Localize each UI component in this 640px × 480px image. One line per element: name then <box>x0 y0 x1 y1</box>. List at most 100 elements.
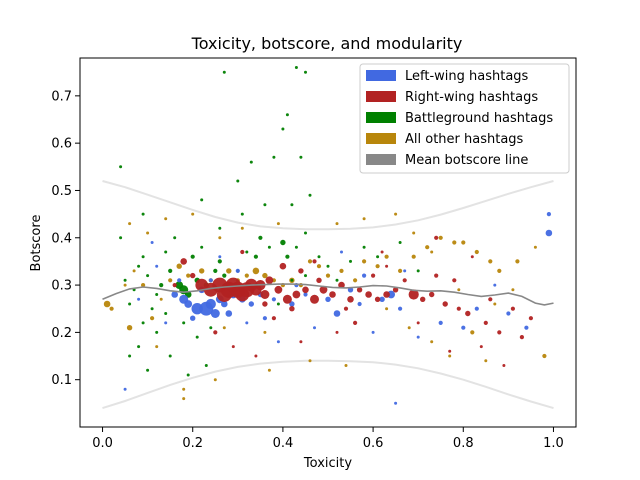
data-point <box>218 226 222 230</box>
data-point <box>292 290 301 299</box>
data-point <box>465 310 471 317</box>
data-point <box>310 294 319 304</box>
data-point <box>155 345 159 349</box>
data-point <box>271 316 276 321</box>
data-point <box>164 312 168 315</box>
data-point <box>200 198 204 202</box>
data-point <box>335 222 339 226</box>
data-point <box>182 397 186 401</box>
data-point <box>141 283 146 288</box>
data-point <box>317 255 321 259</box>
data-point <box>240 212 244 216</box>
data-point <box>411 254 416 259</box>
data-point <box>290 278 294 282</box>
data-point <box>333 310 341 317</box>
data-point <box>164 321 168 325</box>
data-point <box>339 268 344 273</box>
data-point <box>281 127 285 131</box>
data-point <box>141 255 145 259</box>
data-point <box>222 326 226 330</box>
data-point <box>349 259 352 263</box>
y-tick-label: 0.7 <box>51 89 72 104</box>
data-point <box>493 283 497 287</box>
data-point <box>299 340 303 344</box>
data-point <box>353 320 358 325</box>
data-point <box>164 250 168 254</box>
data-point <box>225 310 233 317</box>
data-point <box>308 359 312 363</box>
data-point <box>279 262 287 270</box>
data-point <box>340 250 343 254</box>
data-point <box>374 296 381 302</box>
y-tick-label: 0.6 <box>51 137 72 152</box>
data-point <box>474 249 479 255</box>
data-point <box>338 281 345 289</box>
legend-label-other: All other hashtags <box>405 132 524 147</box>
data-point <box>403 269 407 273</box>
data-point <box>357 301 362 307</box>
legend-swatch-left-wing <box>366 70 396 81</box>
data-point <box>213 268 218 273</box>
data-point <box>402 278 407 283</box>
data-point <box>371 273 376 278</box>
data-point <box>304 274 307 278</box>
data-point <box>394 212 398 216</box>
chart-title: Toxicity, botscore, and modularity <box>191 34 463 53</box>
data-point <box>155 264 159 268</box>
data-point <box>128 302 132 306</box>
legend-swatch-battleground <box>366 112 396 123</box>
data-point <box>483 320 488 325</box>
data-point <box>299 155 303 159</box>
data-point <box>461 325 466 330</box>
data-point <box>200 245 204 249</box>
x-tick-label: 0.0 <box>92 436 113 451</box>
legend-box <box>359 63 570 174</box>
data-point <box>497 330 502 335</box>
data-point <box>290 203 294 207</box>
x-tick-label: 0.2 <box>182 436 203 451</box>
data-point <box>448 349 452 353</box>
data-point <box>146 231 150 235</box>
data-point <box>267 245 271 249</box>
data-point <box>195 335 199 339</box>
data-point <box>137 297 141 301</box>
legend-swatch-mean-line <box>366 154 396 165</box>
data-point <box>392 287 399 293</box>
data-point <box>479 345 483 349</box>
data-point <box>159 283 164 288</box>
data-point <box>497 268 502 273</box>
data-point <box>245 321 249 325</box>
data-point <box>347 296 354 303</box>
data-point <box>276 222 280 226</box>
data-point <box>316 264 322 269</box>
data-point <box>218 255 222 259</box>
data-point <box>365 291 372 298</box>
upper-band-line <box>102 180 554 231</box>
data-point <box>186 273 191 278</box>
y-tick-label: 0.5 <box>51 184 72 199</box>
data-point <box>199 268 205 274</box>
data-point <box>190 272 196 279</box>
data-point <box>438 320 443 325</box>
data-point <box>168 268 173 273</box>
legend-label-battleground: Battleground hashtags <box>405 111 553 126</box>
x-tick-label: 1.0 <box>543 436 564 451</box>
data-point <box>249 160 253 164</box>
data-point <box>298 268 304 274</box>
data-point <box>123 387 127 391</box>
data-point <box>276 340 280 344</box>
data-point <box>319 285 328 294</box>
data-point <box>274 285 283 294</box>
plot-frame <box>79 57 577 428</box>
plot-area <box>79 57 577 428</box>
data-point <box>385 264 389 268</box>
x-tick-label: 0.8 <box>453 436 474 451</box>
lower-band-line <box>102 359 554 410</box>
data-point <box>221 300 228 308</box>
legend-label-right-wing: Right-wing hashtags <box>405 90 538 105</box>
data-point <box>186 373 190 377</box>
data-point <box>344 364 348 367</box>
data-point <box>304 70 307 74</box>
data-point <box>171 291 178 298</box>
data-point <box>126 325 133 331</box>
